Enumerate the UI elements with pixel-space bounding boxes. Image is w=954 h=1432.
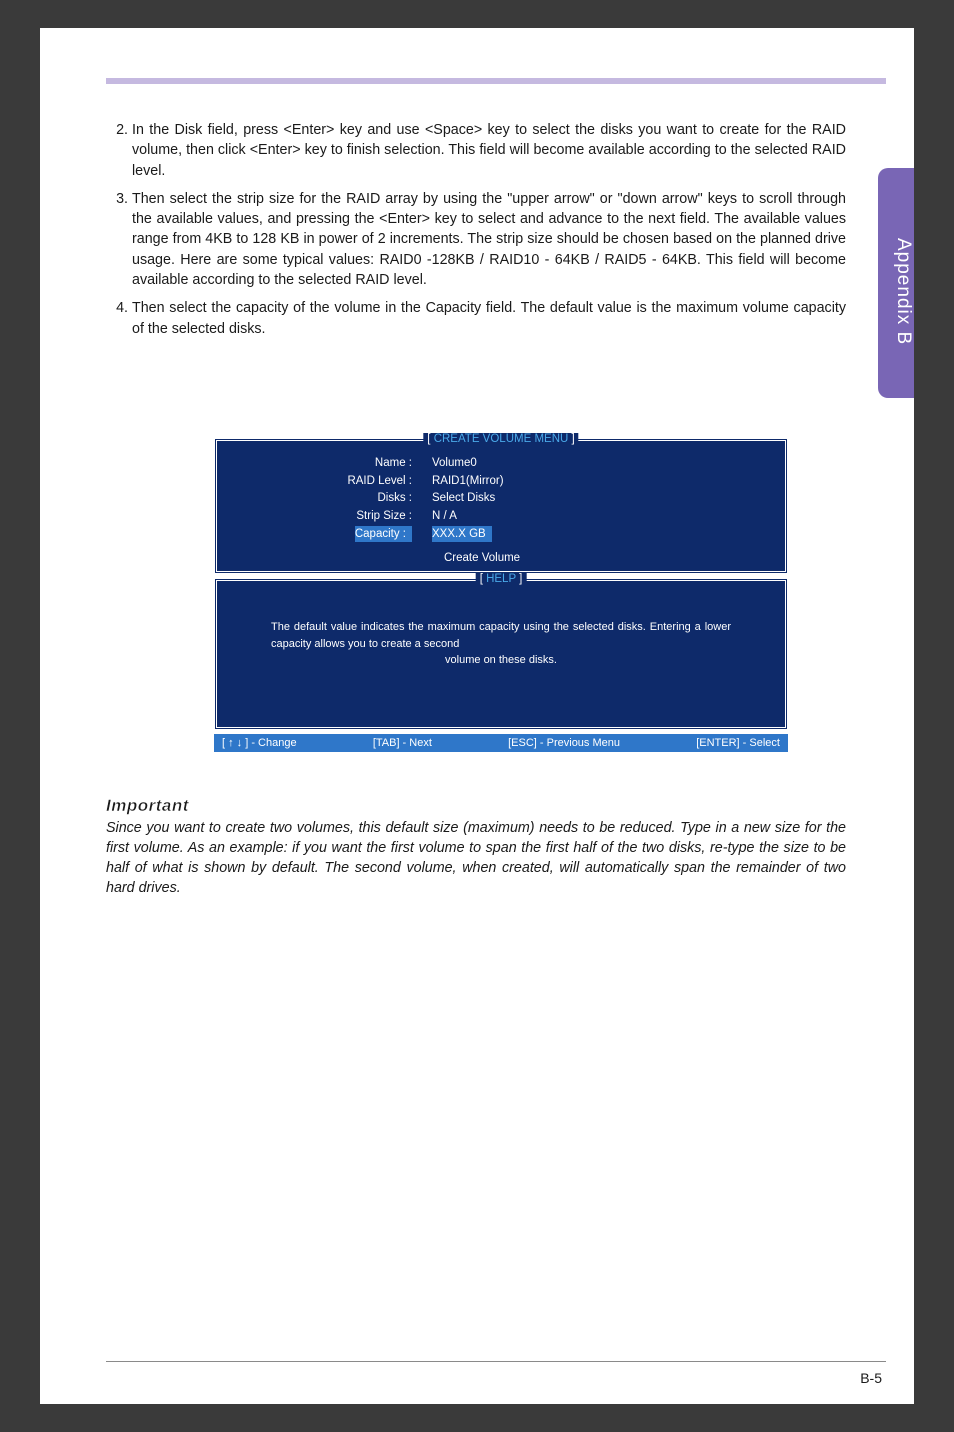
field-row: Strip Size : N / A <box>241 508 761 525</box>
help-text: The default value indicates the maximum … <box>217 585 785 669</box>
value-strip: N / A <box>424 508 761 525</box>
footer-select: [ENTER] - Select <box>696 737 780 749</box>
important-body: Since you want to create two volumes, th… <box>106 818 846 898</box>
value-disks: Select Disks <box>424 490 761 507</box>
important-heading: Important <box>106 796 189 816</box>
important-section: Important Since you want to create two v… <box>106 796 846 898</box>
field-row: Capacity : XXX.X GB <box>241 526 761 543</box>
label-strip: Strip Size : <box>241 508 424 525</box>
list-item: Then select the strip size for the RAID … <box>132 189 846 290</box>
header-divider <box>106 78 886 84</box>
field-row: Disks : Select Disks <box>241 490 761 507</box>
footer-prev: [ESC] - Previous Menu <box>508 737 620 749</box>
list-item: In the Disk field, press <Enter> key and… <box>132 120 846 181</box>
help-box: [ HELP ] The default value indicates the… <box>214 578 788 730</box>
label-disks: Disks : <box>241 490 424 507</box>
bios-screenshot: [ CREATE VOLUME MENU ] Name : Volume0 RA… <box>214 438 788 752</box>
side-tab-appendix: Appendix B <box>878 168 914 398</box>
main-content: In the Disk field, press <Enter> key and… <box>106 120 846 347</box>
value-name: Volume0 <box>424 455 761 472</box>
box-title-create: [ CREATE VOLUME MENU ] <box>423 433 578 445</box>
page: MS-7736 Appendix B In the Disk field, pr… <box>40 28 914 1404</box>
field-row: Name : Volume0 <box>241 455 761 472</box>
field-row: RAID Level : RAID1(Mirror) <box>241 473 761 490</box>
label-name: Name : <box>241 455 424 472</box>
instruction-list: In the Disk field, press <Enter> key and… <box>106 120 846 339</box>
value-capacity: XXX.X GB <box>424 526 761 543</box>
footer-change: [ ↑ ↓ ] - Change <box>222 737 297 749</box>
label-raid: RAID Level : <box>241 473 424 490</box>
create-volume-box: [ CREATE VOLUME MENU ] Name : Volume0 RA… <box>214 438 788 574</box>
create-volume-label: Create Volume <box>444 552 761 564</box>
box-title-help: [ HELP ] <box>476 573 527 585</box>
header-model: MS-7736 <box>825 42 882 58</box>
bottom-divider <box>106 1361 886 1362</box>
footer-next: [TAB] - Next <box>373 737 432 749</box>
value-raid: RAID1(Mirror) <box>424 473 761 490</box>
list-item: Then select the capacity of the volume i… <box>132 298 846 339</box>
bios-footer: [ ↑ ↓ ] - Change [TAB] - Next [ESC] - Pr… <box>214 734 788 752</box>
label-capacity: Capacity : <box>241 526 424 543</box>
page-number: B-5 <box>860 1370 882 1386</box>
